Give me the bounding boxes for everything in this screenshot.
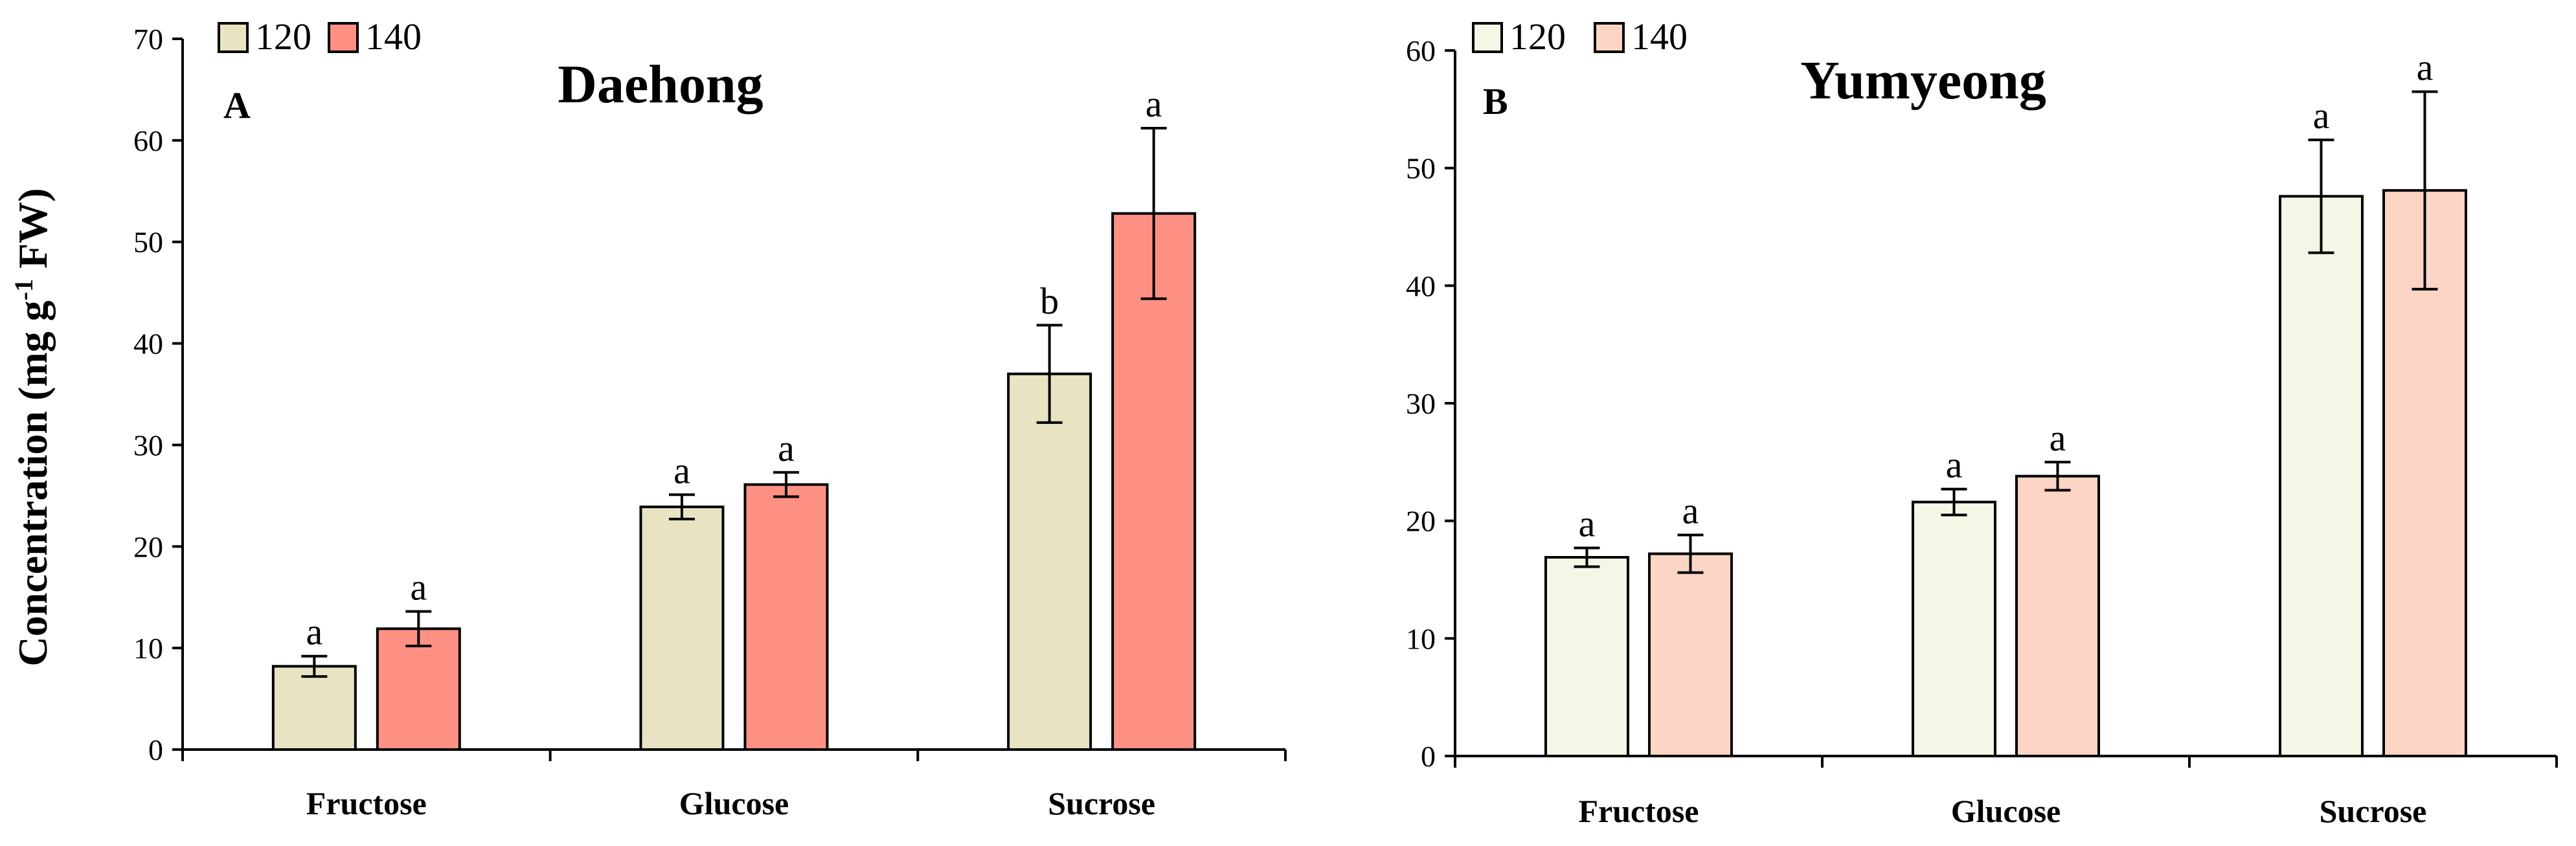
panel-b-chart: Yumyeong B 120 140 0 10 20 30 40 50 60 Fructose G… [1406, 16, 2558, 829]
panel-a-bars: a a a a b a [271, 83, 1197, 751]
panel-a-title: Daehong [558, 54, 763, 115]
panel-a-legend-swatch-120 [218, 22, 249, 53]
panel-a-bar-glucose-140 [743, 483, 829, 751]
panel-a-legend-swatch-140 [328, 22, 359, 53]
panel-b-y-tick-label: 60 [1406, 34, 1436, 67]
panel-b-y-tick-label: 20 [1406, 505, 1436, 538]
panel-a-significance-label: a [778, 427, 795, 469]
panel-a-y-tick-label: 50 [133, 226, 163, 259]
panel-b-bar-fructose-120 [1544, 555, 1629, 757]
panel-b-legend-swatch-120 [1472, 22, 1503, 53]
panel-b-y-tick-label: 30 [1406, 387, 1436, 420]
panel-b-legend-swatch-140 [1594, 22, 1625, 53]
panel-a-bar-sucrose-120 [1007, 372, 1092, 751]
panel-a-y-tick-label: 10 [133, 632, 163, 665]
panel-b-significance-label: a [1579, 502, 1596, 544]
panel-a-significance-label: a [1146, 83, 1162, 125]
panel-b-bar-fructose-140 [1648, 552, 1733, 757]
panel-b-significance-label: a [1946, 444, 1963, 486]
panel-a-bar-fructose-120 [271, 665, 357, 751]
panel-b-category-label: Fructose [1578, 793, 1699, 829]
panel-b-bar-glucose-140 [2015, 474, 2100, 758]
panel-a-y-axis-label: Concentration (mg g-1 FW) [9, 188, 56, 667]
panel-b-legend-label-140: 140 [1631, 16, 1688, 58]
panel-b-bar-sucrose-120 [2279, 195, 2364, 757]
panel-a-y-tick-label: 30 [133, 429, 163, 462]
panel-a-category-label: Sucrose [1048, 785, 1155, 821]
panel-b-legend: 120 140 [1472, 16, 1688, 58]
panel-a-y-tick-label: 0 [148, 733, 163, 766]
panel-b-y-tick-label: 40 [1406, 269, 1436, 302]
panel-a-significance-label: a [410, 566, 427, 608]
panel-a-significance-label: a [673, 449, 690, 491]
panel-a-chart: Concentration (mg g-1 FW) Daehong A 120 1… [9, 16, 1287, 821]
panel-a-y-tick-label: 20 [133, 530, 163, 563]
panel-a-category-label: Fructose [306, 785, 427, 821]
panel-a-bar-sucrose-140 [1111, 212, 1197, 751]
panel-a-letter: A [223, 84, 251, 126]
panel-a-axes: 0 10 20 30 40 50 60 70 Fructose Glucose Sucrose [133, 23, 1287, 821]
panel-a-legend-label-120: 120 [255, 16, 311, 58]
panel-b-y-tick-label: 50 [1406, 152, 1436, 185]
panel-b-y-tick-label: 0 [1421, 740, 1436, 773]
panel-a-category-label: Glucose [679, 785, 789, 821]
panel-b-significance-label: a [2313, 95, 2330, 137]
panel-b-significance-label: a [2050, 417, 2066, 459]
panel-a-y-tick-label: 40 [133, 328, 163, 361]
panel-a-significance-label: b [1040, 280, 1059, 322]
panel-a-bar-fructose-140 [376, 627, 461, 751]
panel-b-significance-label: a [1682, 489, 1699, 531]
panel-b-significance-label: a [2417, 47, 2434, 89]
panel-a-y-tick-label: 60 [133, 124, 163, 157]
panel-a-legend: 120 140 [218, 16, 422, 58]
panel-b-category-label: Sucrose [2320, 793, 2427, 829]
panel-a-bar-glucose-120 [639, 506, 725, 751]
panel-b-title: Yumyeong [1800, 50, 2046, 111]
panel-a-y-tick-label: 70 [133, 23, 163, 56]
panel-b-y-tick-label: 10 [1406, 622, 1436, 655]
panel-b-axes: 0 10 20 30 40 50 60 Fructose Glucose Sucrose [1406, 34, 2558, 829]
panel-a-legend-label-140: 140 [365, 16, 422, 58]
panel-b-bars: a a a a a a [1544, 47, 2467, 758]
panel-b-bar-glucose-120 [1912, 500, 1996, 757]
panel-b-legend-label-120: 120 [1509, 16, 1566, 58]
panel-a-significance-label: a [306, 611, 322, 653]
panel-b-letter: B [1483, 80, 1508, 122]
panel-b-category-label: Glucose [1951, 793, 2061, 829]
